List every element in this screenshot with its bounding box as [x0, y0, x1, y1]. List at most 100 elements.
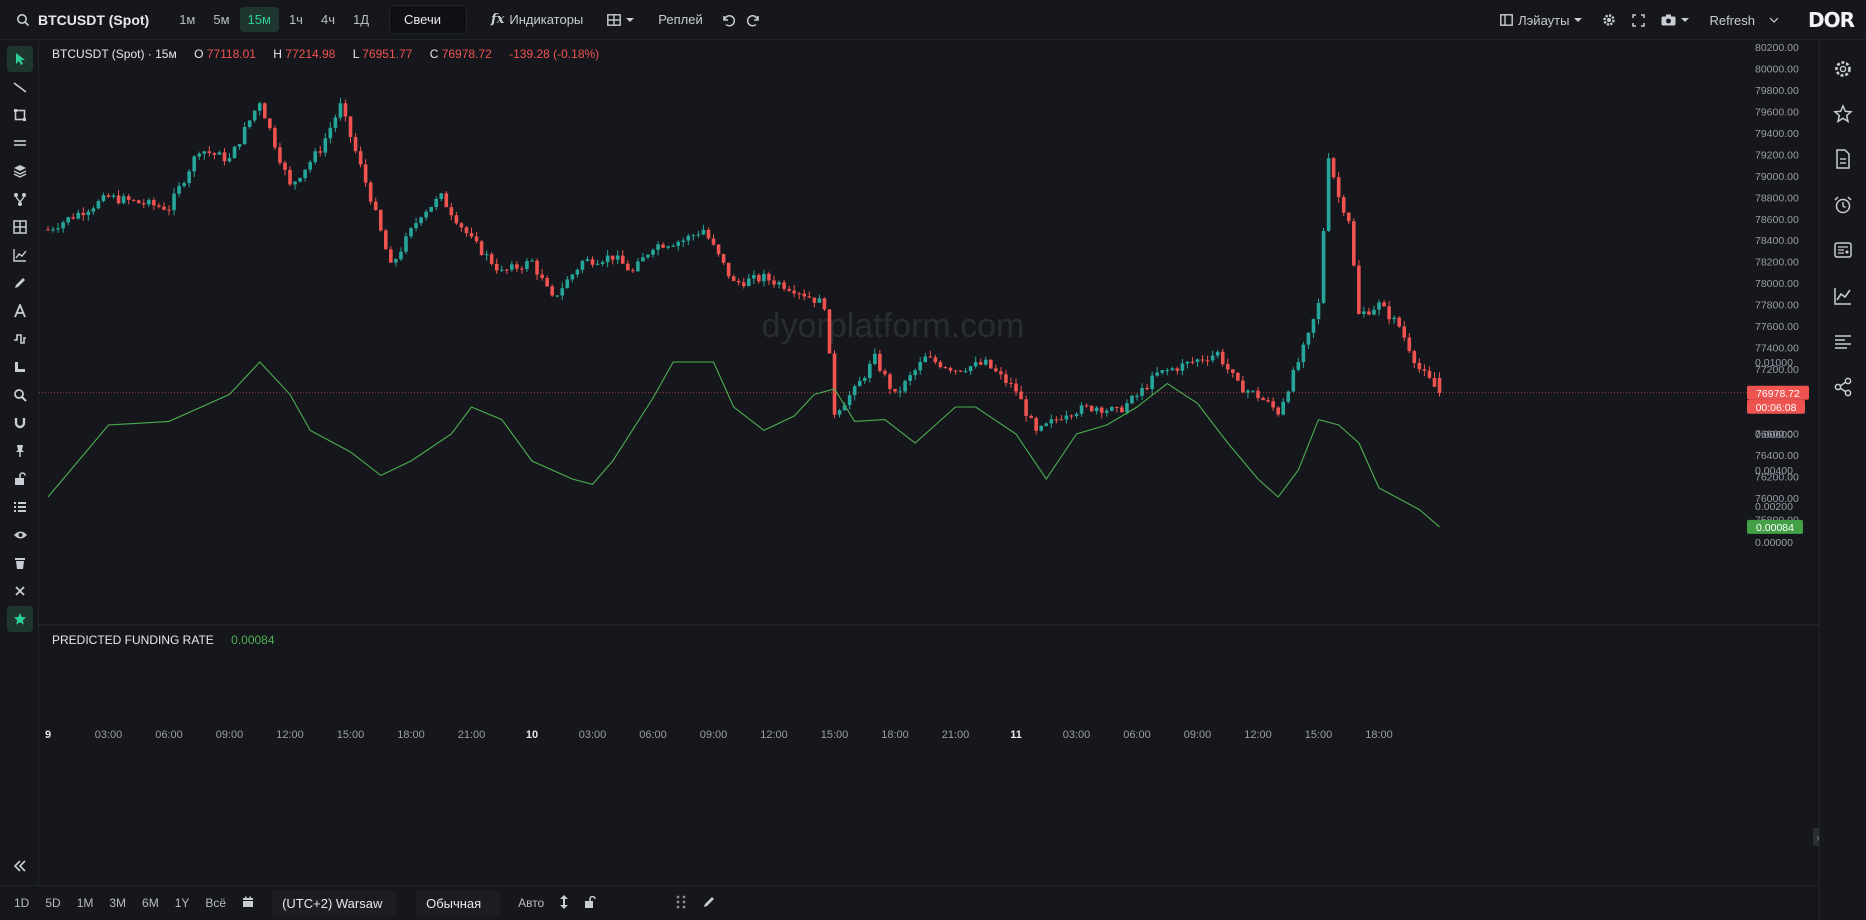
time-axis-label: 12:00: [276, 729, 304, 741]
timeframe-1h[interactable]: 1ч: [288, 12, 303, 27]
range-3m[interactable]: 3M: [109, 896, 127, 910]
sidebar-notes-button[interactable]: [1832, 148, 1854, 170]
candle-body: [535, 260, 539, 275]
candle-body: [600, 262, 605, 264]
scale-mode-select[interactable]: Обычная: [416, 889, 501, 917]
layouts-button[interactable]: Лэйауты: [1500, 13, 1583, 28]
chart-pattern-tool[interactable]: [7, 242, 33, 268]
timeframe-1m[interactable]: 1м: [179, 12, 196, 27]
sidebar-share-button[interactable]: [1832, 376, 1854, 398]
trendline-tool[interactable]: [7, 74, 33, 100]
timeframe-5m[interactable]: 5м: [213, 12, 230, 27]
candle-body: [1165, 370, 1170, 372]
wave-tool[interactable]: [7, 326, 33, 352]
indicator-grid-button[interactable]: [676, 895, 686, 912]
shapes-tool[interactable]: [7, 102, 33, 128]
candle-body: [1236, 372, 1240, 381]
price-axis-label: 78200.00: [1755, 257, 1799, 269]
lock-scale-button[interactable]: [584, 895, 598, 911]
sidebar-alerts-button[interactable]: [1832, 194, 1854, 216]
ruler-tool[interactable]: [7, 270, 33, 296]
chart-canvas[interactable]: dyorplatform.com 80200.00 80000.00 79800.0…: [39, 40, 1819, 885]
object-tree-tool[interactable]: [7, 494, 33, 520]
undo-button[interactable]: [721, 13, 735, 27]
fullscreen-button[interactable]: [1632, 13, 1646, 27]
unlock-icon: [15, 472, 26, 485]
indicators-button[interactable]: fx Индикаторы: [491, 12, 583, 27]
zoom-tool[interactable]: [7, 382, 33, 408]
goto-date-button[interactable]: [242, 896, 254, 911]
close-tool[interactable]: [7, 578, 33, 604]
timeframe-4h[interactable]: 4ч: [320, 12, 335, 27]
time-axis-label: 9: [45, 729, 51, 741]
candle-body: [827, 309, 832, 354]
magnet-tool[interactable]: [7, 410, 33, 436]
eye-icon: [13, 531, 27, 539]
alarm-clock-icon: [1834, 196, 1852, 214]
pencil-icon: [15, 278, 25, 288]
timeframe-1d[interactable]: 1Д: [352, 12, 370, 27]
horizontal-lines-tool[interactable]: [7, 130, 33, 156]
sidebar-news-button[interactable]: [1832, 239, 1854, 261]
drawing-mode-button[interactable]: [702, 895, 716, 912]
text-tool[interactable]: [7, 298, 33, 324]
sidebar-data-window-button[interactable]: [1832, 285, 1854, 307]
candle-body: [550, 286, 554, 296]
chevron-down-icon: [626, 17, 635, 22]
snapshot-button[interactable]: [1661, 14, 1690, 26]
candle-body: [646, 254, 650, 258]
visibility-tool[interactable]: [7, 522, 33, 548]
timeframe-15m[interactable]: 15м: [239, 7, 279, 32]
candle-body: [81, 212, 86, 216]
price-axis-label: 76400.00: [1755, 450, 1799, 462]
candle-body: [656, 244, 660, 250]
cursor-tool[interactable]: [7, 46, 33, 72]
candle-body: [394, 259, 398, 263]
candle-body: [1019, 391, 1023, 400]
candle-body: [812, 297, 817, 303]
timezone-select[interactable]: (UTC+2) Warsaw: [272, 889, 397, 917]
favorites-tool[interactable]: [7, 606, 33, 632]
measure-tool[interactable]: [7, 354, 33, 380]
vertical-resize-button[interactable]: [560, 894, 569, 912]
delete-tool[interactable]: [7, 550, 33, 576]
candle-body: [227, 158, 232, 162]
pane-expand-handle[interactable]: [1813, 828, 1819, 846]
pin-tool[interactable]: [7, 438, 33, 464]
layout-grid-button[interactable]: [607, 13, 635, 26]
sidebar-settings-button[interactable]: [1832, 58, 1854, 80]
chart-type-select[interactable]: Свечи: [389, 5, 468, 34]
range-1y[interactable]: 1Y: [174, 896, 190, 910]
refresh-button[interactable]: Refresh: [1709, 13, 1778, 28]
layers-tool[interactable]: [7, 158, 33, 184]
price-axis-label: 79600.00: [1755, 106, 1799, 118]
auto-scale-button[interactable]: Авто: [518, 896, 545, 910]
time-axis-label: 18:00: [1365, 729, 1393, 741]
candle-body: [86, 211, 91, 216]
range-1d[interactable]: 1D: [14, 896, 30, 910]
symbol-search[interactable]: BTCUSDT (Spot): [16, 12, 149, 28]
replay-button[interactable]: Реплей: [658, 12, 703, 27]
candle-body: [268, 118, 272, 129]
candle-body: [469, 233, 474, 237]
range-5d[interactable]: 5D: [45, 896, 61, 910]
settings-button[interactable]: [1602, 13, 1616, 27]
grid-tool[interactable]: [7, 214, 33, 240]
candle-body: [1402, 326, 1407, 338]
range-all[interactable]: Всё: [205, 896, 227, 910]
lock-tool[interactable]: [7, 466, 33, 492]
candle-body: [1130, 395, 1134, 404]
range-1m[interactable]: 1M: [76, 896, 94, 910]
sidebar-order-book-button[interactable]: [1832, 331, 1854, 353]
legend-low-value: 76951.77: [362, 47, 413, 61]
fork-tool[interactable]: [7, 186, 33, 212]
candle-body: [883, 370, 887, 375]
candle-body: [116, 195, 121, 204]
candle-body: [56, 228, 60, 230]
candle-body: [777, 282, 781, 285]
redo-button[interactable]: [746, 13, 761, 27]
range-6m[interactable]: 6M: [142, 896, 159, 910]
collapse-toolbar-button[interactable]: [7, 853, 33, 879]
sidebar-watchlist-button[interactable]: [1832, 103, 1854, 125]
indicator-legend: PREDICTED FUNDING RATE 0.00084: [52, 633, 275, 647]
